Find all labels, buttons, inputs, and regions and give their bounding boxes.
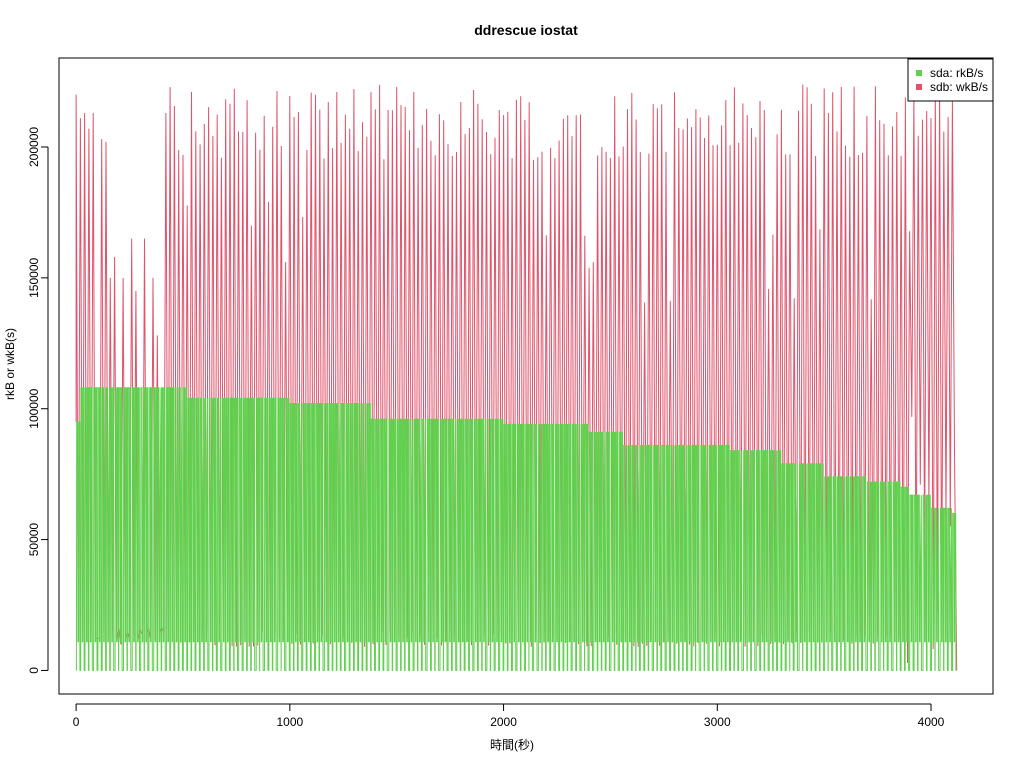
chart-title: ddrescue iostat bbox=[474, 22, 578, 38]
legend-label-sdb: sdb: wkB/s bbox=[930, 80, 988, 94]
y-tick-label: 0 bbox=[27, 667, 41, 674]
legend: sda: rkB/s sdb: wkB/s bbox=[907, 58, 994, 102]
y-tick-label: 50000 bbox=[27, 523, 41, 557]
plot-area bbox=[75, 84, 958, 671]
y-tick-label: 200000 bbox=[27, 127, 41, 167]
x-tick-label: 2000 bbox=[490, 715, 517, 729]
x-tick-label: 4000 bbox=[918, 715, 945, 729]
series-line-sda bbox=[75, 387, 957, 671]
legend-swatch-sda bbox=[916, 70, 922, 76]
x-axis: 0 1000 2000 3000 4000 bbox=[73, 703, 945, 729]
y-axis: 0 50000 100000 150000 200000 bbox=[27, 127, 49, 674]
x-axis-label: 時間(秒) bbox=[490, 738, 534, 752]
y-tick-label: 150000 bbox=[27, 258, 41, 298]
y-axis-label: rkB or wkB(s) bbox=[3, 328, 17, 400]
legend-box bbox=[907, 58, 994, 102]
legend-swatch-sdb bbox=[916, 84, 922, 90]
x-tick-label: 1000 bbox=[276, 715, 303, 729]
x-tick-label: 3000 bbox=[704, 715, 731, 729]
y-tick-label: 100000 bbox=[27, 388, 41, 428]
legend-label-sda: sda: rkB/s bbox=[930, 66, 983, 80]
x-tick-label: 0 bbox=[73, 715, 80, 729]
plot-frame bbox=[58, 57, 994, 695]
